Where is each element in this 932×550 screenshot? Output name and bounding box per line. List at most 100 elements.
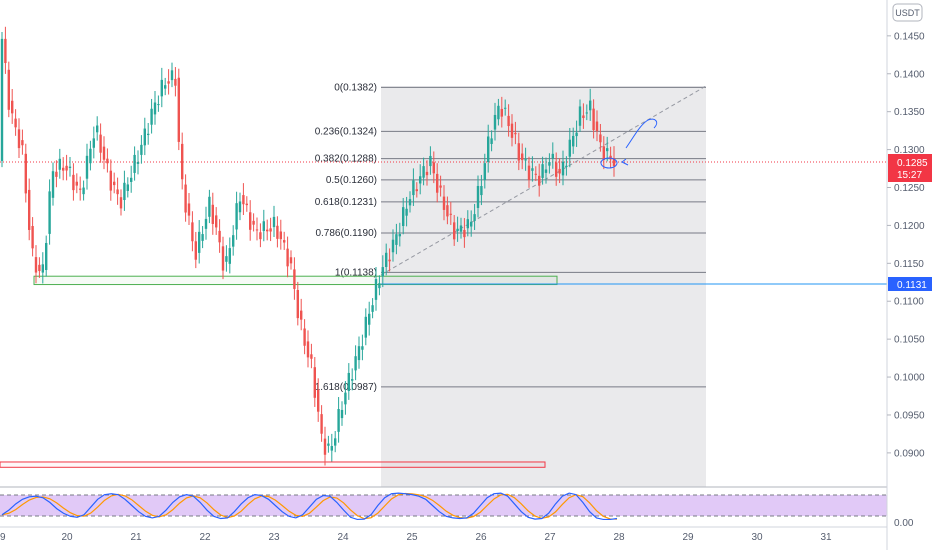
- candle-body: [493, 114, 497, 130]
- candle-body: [102, 146, 106, 160]
- time-tick-label: 23: [268, 532, 280, 543]
- price-panel[interactable]: 0(0.1382) 0.236(0.1324) 0.382(0.1288) 0.5(0…: [0, 26, 887, 487]
- candle-body: [96, 125, 99, 133]
- candle-body: [531, 168, 534, 171]
- drawn-arrowhead[interactable]: [621, 158, 629, 166]
- candle-body: [480, 186, 483, 196]
- candle-body: [602, 146, 605, 160]
- candle-body: [446, 205, 449, 217]
- candle-body: [514, 132, 517, 135]
- candle-body: [204, 218, 208, 229]
- candle-body: [459, 225, 463, 232]
- candle-body: [381, 267, 384, 277]
- candle-body: [106, 158, 109, 164]
- time-tick-label: 29: [682, 532, 694, 543]
- candle-body: [408, 199, 412, 206]
- time-tick-label: 26: [475, 532, 487, 543]
- candle-body: [85, 155, 89, 179]
- price-tick-label: 0.1300: [894, 145, 925, 156]
- candle-body: [211, 204, 214, 224]
- time-tick-label: 21: [130, 532, 142, 543]
- candle-body: [269, 228, 272, 232]
- stochastic-oscillator-panel[interactable]: 0.00: [0, 486, 914, 529]
- candle-body: [544, 169, 548, 173]
- candle-body: [123, 182, 126, 201]
- candle-body: [344, 392, 347, 405]
- candle-body: [497, 105, 500, 120]
- candle-body: [181, 143, 184, 180]
- fib-shaded-region: [381, 86, 706, 487]
- candle-body: [143, 128, 146, 146]
- candle-body: [92, 138, 95, 148]
- candle-body: [259, 232, 262, 240]
- oscillator-band: [0, 495, 887, 516]
- marked-price-tag: 0.1131: [888, 277, 932, 291]
- candle-body: [187, 203, 191, 216]
- candle-body: [405, 208, 408, 216]
- price-tick-label: 0.1200: [894, 221, 925, 232]
- candle-body: [177, 77, 180, 142]
- candle-body: [317, 389, 320, 412]
- drawn-arrow[interactable]: [625, 118, 658, 149]
- candle-body: [561, 161, 565, 176]
- candle-body: [398, 234, 401, 237]
- candle-body: [388, 259, 391, 262]
- candle-body: [164, 85, 167, 89]
- candlesticks: [0, 26, 616, 466]
- candle-body: [521, 153, 524, 161]
- candle-body: [330, 446, 333, 451]
- candle-body: [422, 166, 425, 178]
- candle-body: [558, 168, 561, 174]
- drawn-circle[interactable]: [600, 157, 618, 169]
- candle-body: [34, 257, 38, 273]
- time-tick-label: 24: [337, 532, 349, 543]
- candle-body: [272, 216, 276, 228]
- candle-body: [242, 195, 245, 205]
- price-tick-label: 0.1350: [894, 107, 925, 118]
- candle-body: [391, 239, 395, 253]
- candle-body: [402, 207, 405, 227]
- candle-body: [279, 231, 282, 240]
- candle-body: [306, 341, 310, 358]
- candle-body: [225, 256, 228, 262]
- candle-body: [432, 162, 435, 174]
- candle-body: [51, 171, 55, 198]
- time-tick-label: 30: [751, 532, 763, 543]
- candle-body: [425, 171, 429, 176]
- candle-body: [612, 158, 616, 167]
- fibonacci-retracement[interactable]: 0(0.1382) 0.236(0.1324) 0.382(0.1288) 0.5(0…: [315, 82, 706, 393]
- candle-body: [320, 414, 323, 434]
- candle-body: [255, 229, 259, 231]
- candle-body: [476, 185, 480, 208]
- candle-body: [300, 310, 303, 320]
- candle-body: [347, 372, 350, 392]
- candle-body: [361, 346, 364, 350]
- candle-body: [368, 313, 371, 325]
- candle-body: [62, 167, 65, 171]
- candle-body: [113, 181, 116, 186]
- candle-body: [463, 229, 466, 238]
- candle-body: [150, 108, 153, 125]
- candle-body: [89, 148, 92, 164]
- candle-body: [582, 115, 585, 119]
- candle-body: [153, 102, 157, 115]
- candle-body: [17, 129, 21, 149]
- candle-body: [456, 228, 459, 231]
- candle-body: [592, 108, 595, 131]
- last-price-tag: 0.1285 15:27: [888, 154, 932, 182]
- price-tick-label: 0.1400: [894, 69, 925, 80]
- candle-body: [174, 78, 177, 86]
- candle-body: [470, 221, 473, 227]
- price-axis[interactable]: 0.1450 0.1400 0.1350 0.1300 0.1250 0.1200 0.11…: [887, 31, 925, 459]
- candle-body: [534, 173, 537, 175]
- demand-zone[interactable]: [0, 461, 546, 468]
- candle-body: [221, 246, 225, 271]
- candle-body: [245, 203, 248, 206]
- candle-body: [283, 240, 286, 243]
- candle-body: [191, 222, 194, 242]
- candle-body: [555, 162, 558, 177]
- candle-body: [184, 184, 187, 213]
- candle-body: [337, 409, 340, 432]
- time-axis[interactable]: 9 20 21 22 23 24 25 26 27 28 29 30 31: [0, 532, 832, 543]
